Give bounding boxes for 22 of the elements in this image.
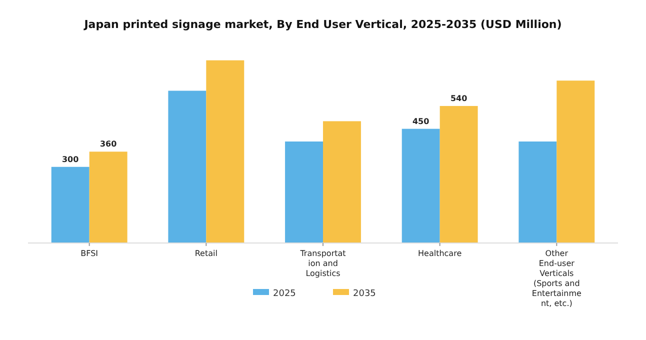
legend-label: 2035 bbox=[353, 289, 376, 299]
x-tick-label: Transportation and Logistics bbox=[299, 249, 346, 278]
x-tick-label: BFSI bbox=[80, 249, 98, 258]
x-tick-label: Other End-user Verticals (Sports and Entertainment, etc.) bbox=[532, 249, 582, 308]
bar bbox=[440, 106, 478, 243]
bar bbox=[168, 90, 206, 243]
data-label: 450 bbox=[412, 116, 430, 126]
data-label: 360 bbox=[100, 140, 118, 149]
chart-title: Japan printed signage market, By End User Vertical, 2025-2035 (USD Million) bbox=[83, 18, 562, 31]
x-tick-label: Retail bbox=[194, 249, 218, 258]
x-tick-label: Healthcare bbox=[418, 249, 462, 258]
bar bbox=[323, 121, 361, 243]
data-label: 540 bbox=[450, 94, 468, 103]
bar bbox=[285, 142, 323, 243]
data-label: 300 bbox=[62, 154, 80, 164]
bar bbox=[556, 80, 595, 243]
bar bbox=[51, 166, 90, 243]
bar bbox=[402, 128, 440, 243]
bar bbox=[206, 60, 244, 243]
legend-label: 2025 bbox=[273, 289, 296, 299]
bar bbox=[518, 142, 557, 243]
bar bbox=[89, 152, 128, 243]
